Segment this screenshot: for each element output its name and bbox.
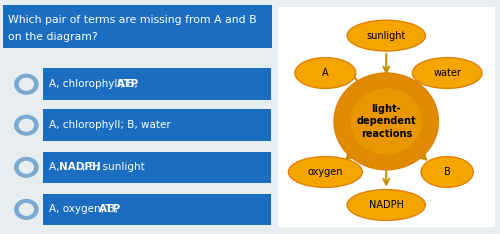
Ellipse shape <box>412 58 482 88</box>
Circle shape <box>20 161 34 173</box>
FancyBboxPatch shape <box>43 68 270 100</box>
Ellipse shape <box>288 157 362 187</box>
Text: A, chlorophyll; B, water: A, chlorophyll; B, water <box>48 120 170 130</box>
Text: A: A <box>322 68 328 78</box>
Text: NADPH: NADPH <box>369 200 404 210</box>
Circle shape <box>20 204 34 215</box>
Text: A, oxygen; B,: A, oxygen; B, <box>48 205 121 214</box>
Circle shape <box>20 119 34 131</box>
Text: water: water <box>433 68 461 78</box>
Circle shape <box>20 78 34 90</box>
FancyBboxPatch shape <box>43 194 270 225</box>
Ellipse shape <box>295 58 356 88</box>
Text: Which pair of terms are missing from A and B: Which pair of terms are missing from A a… <box>8 15 257 25</box>
Ellipse shape <box>347 20 426 51</box>
Ellipse shape <box>347 190 426 220</box>
Text: A,: A, <box>48 162 62 172</box>
Circle shape <box>14 200 38 219</box>
Text: ; B, sunlight: ; B, sunlight <box>82 162 144 172</box>
Text: oxygen: oxygen <box>308 167 343 177</box>
FancyBboxPatch shape <box>276 5 497 229</box>
Text: on the diagram?: on the diagram? <box>8 32 98 42</box>
Text: ATP: ATP <box>117 79 139 89</box>
Text: A, chlorophyll; B,: A, chlorophyll; B, <box>48 79 140 89</box>
Text: sunlight: sunlight <box>366 31 406 41</box>
Text: B: B <box>444 167 450 177</box>
Ellipse shape <box>421 157 473 187</box>
Circle shape <box>14 74 38 94</box>
FancyBboxPatch shape <box>43 152 270 183</box>
Text: NADPH: NADPH <box>60 162 101 172</box>
Ellipse shape <box>334 73 438 170</box>
Text: ATP: ATP <box>99 205 121 214</box>
Circle shape <box>14 115 38 135</box>
FancyBboxPatch shape <box>43 110 270 141</box>
FancyBboxPatch shape <box>3 5 272 48</box>
Ellipse shape <box>350 88 422 154</box>
Text: light-
dependent
reactions: light- dependent reactions <box>356 104 416 139</box>
Circle shape <box>14 157 38 177</box>
